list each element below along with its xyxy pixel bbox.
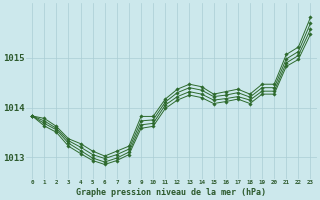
X-axis label: Graphe pression niveau de la mer (hPa): Graphe pression niveau de la mer (hPa) xyxy=(76,188,266,197)
